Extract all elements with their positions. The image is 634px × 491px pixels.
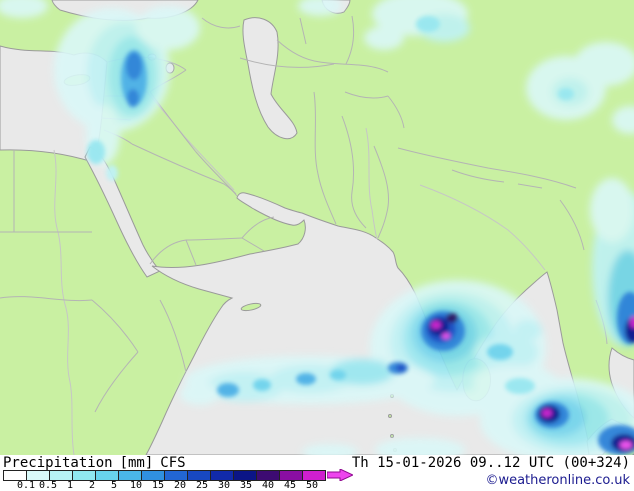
colorbar-tick-label: 5 (110, 480, 118, 491)
colorbar-tick-label: 25 (195, 480, 209, 491)
legend-unit: [mm] (119, 455, 154, 471)
colorbar-arrow-icon (327, 469, 353, 481)
copyright: ©weatheronline.co.uk (485, 473, 630, 488)
colorbar-segment (27, 470, 50, 480)
colorbar-segment (165, 470, 188, 480)
valid-datetime: Th 15-01-2026 09..12 UTC (00+324) (351, 455, 630, 471)
colorbar-tick-label: 0.5 (38, 480, 58, 491)
nile-river (53, 149, 75, 455)
colorbar-tick-label: 15 (151, 480, 165, 491)
legend-title-row: Precipitation [mm] CFS (3, 455, 193, 471)
colorbar-segment (211, 470, 234, 480)
colorbar-segment (50, 470, 73, 480)
maldives-islet (390, 434, 394, 438)
colorbar-tick-label: 10 (129, 480, 143, 491)
colorbar-tick-label: 1 (66, 480, 74, 491)
colorbar-tick-label: 30 (217, 480, 231, 491)
colorbar-tick-label: 40 (261, 480, 275, 491)
colorbar-segment (119, 470, 142, 480)
colorbar-segment (234, 470, 257, 480)
colorbar-labels: 0.1 0.5 1 2 5 10 15 20 25 30 35 40 45 50 (3, 480, 348, 491)
legend-title: Precipitation (3, 455, 113, 471)
caspian-sea (242, 17, 298, 140)
legend-model: CFS (160, 455, 186, 471)
colorbar-segment (280, 470, 303, 480)
colorbar-segment (142, 470, 165, 480)
footer-right: Th 15-01-2026 09..12 UTC (00+324) ©weath… (352, 455, 630, 488)
colorbar-tick-label: 45 (283, 480, 297, 491)
colorbar-tick-label: 50 (305, 480, 319, 491)
precipitation-layer (0, 0, 634, 455)
indus-river (365, 127, 378, 240)
colorbar-tick-label: 2 (88, 480, 96, 491)
maldives-islet (388, 414, 392, 418)
colorbar-segment (303, 470, 325, 480)
colorbar-row (3, 469, 353, 481)
socotra-island (240, 302, 262, 312)
colorbar-tick-label: 20 (173, 480, 187, 491)
colorbar-tick-label: 0.1 (16, 480, 36, 491)
footer: Precipitation [mm] CFS 0.1 0.5 1 2 5 10 15 20 25 30… (0, 455, 634, 491)
precip-cells-cores (87, 16, 634, 455)
map-canvas (0, 0, 634, 455)
colorbar-segment (257, 470, 280, 480)
colorbar-segment (73, 470, 96, 480)
precipitation-colorbar (3, 469, 326, 481)
colorbar-segment (188, 470, 211, 480)
ganges-river (419, 184, 546, 271)
colorbar-tick-label: 35 (239, 480, 253, 491)
colorbar-segment (4, 470, 27, 480)
colorbar-segment (96, 470, 119, 480)
precipitation-map (0, 0, 634, 455)
